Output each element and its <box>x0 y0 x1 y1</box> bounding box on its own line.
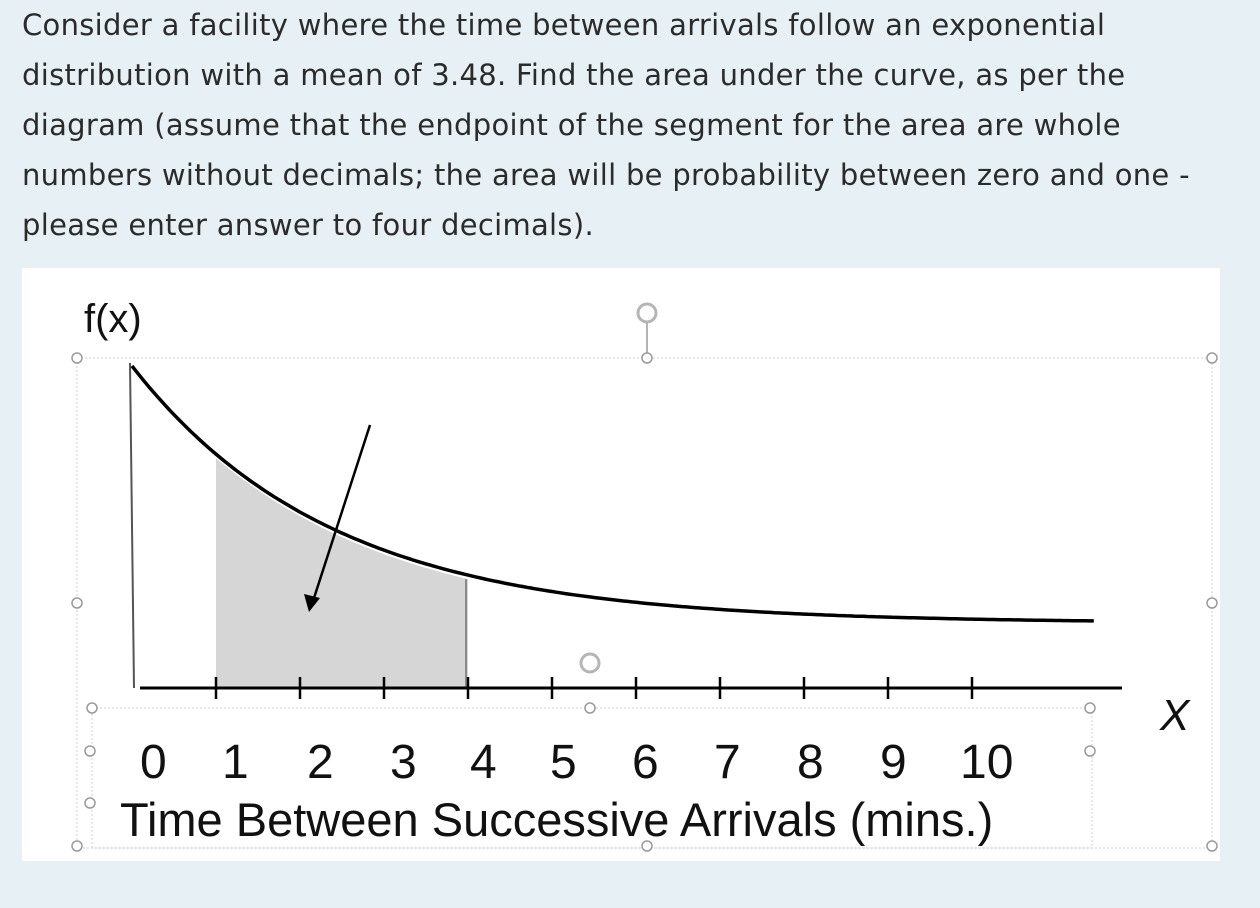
rotate-handle-icon <box>636 302 658 324</box>
x-tick-label-0: 0 <box>140 736 167 789</box>
rotate-handle-icon <box>579 652 601 674</box>
x-axis-tick-labels: 0 1 2 3 4 5 6 7 8 9 10 <box>140 736 1013 789</box>
x-tick-label-4: 4 <box>470 736 497 789</box>
arrow-to-shaded-area <box>304 424 372 612</box>
x-tick-label-3: 3 <box>390 736 417 789</box>
exponential-chart: 0 1 2 3 4 5 6 7 8 9 10 f(x) X Time Between Success… <box>22 268 1220 861</box>
x-tick-label-9: 9 <box>880 736 907 789</box>
shaded-area <box>216 458 468 688</box>
x-tick-label-7: 7 <box>714 736 741 789</box>
x-axis-symbol: X <box>1159 691 1191 740</box>
y-axis-label: f(x) <box>84 297 142 341</box>
x-tick-label-1: 1 <box>222 736 249 789</box>
selection-frame <box>71 323 1218 852</box>
x-tick-label-8: 8 <box>797 736 824 789</box>
x-axis-title: Time Between Successive Arrivals (mins.) <box>120 793 993 846</box>
x-tick-label-10: 10 <box>960 736 1013 789</box>
question-text: Consider a facility where the time betwe… <box>22 8 1190 242</box>
y-axis-line <box>129 362 135 689</box>
density-curve <box>130 364 1094 623</box>
x-tick-label-2: 2 <box>307 736 334 789</box>
x-tick-label-6: 6 <box>632 736 659 789</box>
x-axis-ticks <box>214 677 974 699</box>
x-tick-label-5: 5 <box>550 736 577 789</box>
chart-canvas: 0 1 2 3 4 5 6 7 8 9 10 f(x) X Time Between Success… <box>71 297 1218 852</box>
